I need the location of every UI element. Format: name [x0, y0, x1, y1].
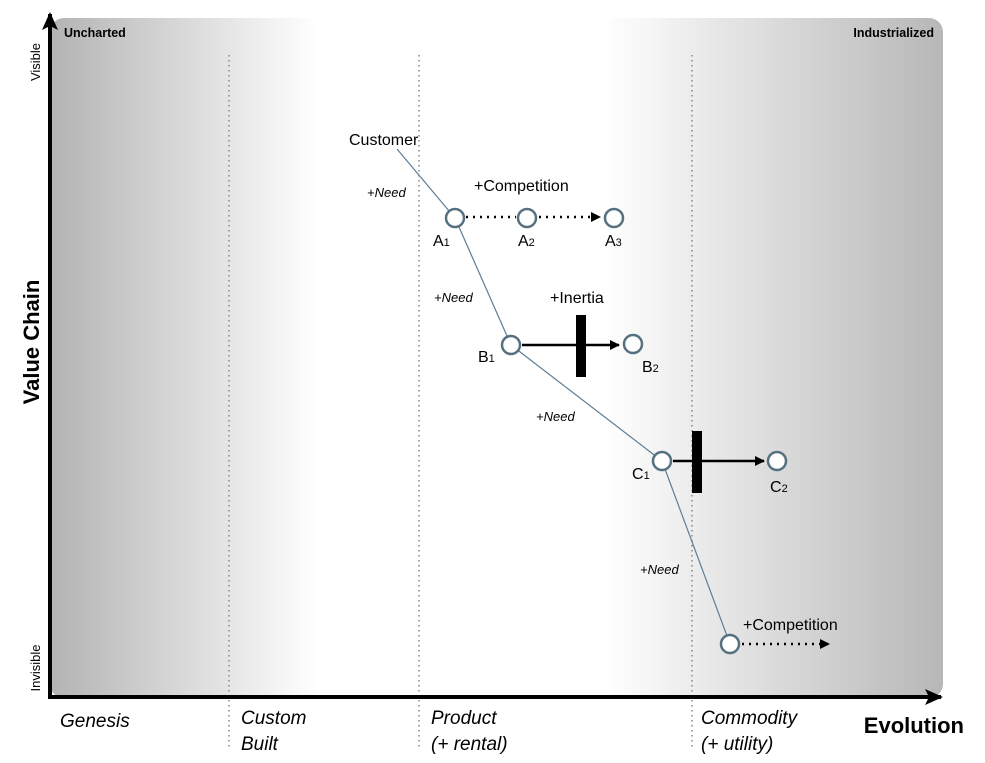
node-label-c1: C1 — [632, 466, 650, 483]
industrialized-label: Industrialized — [853, 26, 934, 40]
link-b1-c1 — [510, 344, 663, 462]
node-a1 — [444, 207, 466, 229]
node-label-b1: B1 — [478, 349, 495, 366]
competition-label-top: +Competition — [474, 178, 569, 195]
link-a1-b1 — [454, 217, 512, 346]
stage-custom-line2: Built — [241, 734, 279, 755]
node-label-a3: A3 — [605, 233, 622, 250]
need-label-3: +Need — [536, 409, 575, 424]
invisible-label: Invisible — [28, 645, 43, 692]
node-b1 — [500, 334, 522, 356]
inertia-bar-c — [692, 431, 702, 493]
visible-label: Visible — [28, 43, 43, 81]
uncharted-label: Uncharted — [64, 26, 126, 40]
node-label-b2: B2 — [642, 359, 659, 376]
need-label-2: +Need — [434, 290, 473, 305]
node-label-c2: C2 — [770, 479, 788, 496]
map-background — [50, 18, 943, 698]
stage-custom-line1: Custom — [241, 708, 306, 729]
node-a2 — [516, 207, 538, 229]
inertia-bar-b — [576, 315, 586, 377]
node-c2 — [766, 450, 788, 472]
customer-label: Customer — [349, 132, 419, 149]
competition-label-bottom: +Competition — [743, 617, 838, 634]
need-label-4: +Need — [640, 562, 679, 577]
stage-genesis-line1: Genesis — [60, 711, 130, 732]
stage-commodity-line2: (+ utility) — [701, 734, 773, 755]
stage-product-line1: Product — [431, 708, 497, 729]
node-bottom — [719, 633, 741, 655]
inertia-label: +Inertia — [550, 290, 604, 307]
link-customer-a1 — [396, 148, 456, 219]
value-chain-label: Value Chain — [19, 280, 44, 405]
need-label-1: +Need — [367, 185, 406, 200]
node-label-a1: A1 — [433, 233, 450, 250]
stage-commodity-line1: Commodity — [701, 708, 799, 729]
evolution-label: Evolution — [864, 713, 964, 738]
node-a3 — [603, 207, 625, 229]
link-c1-bottom — [661, 460, 731, 645]
node-c1 — [651, 450, 673, 472]
node-label-a2: A2 — [518, 233, 535, 250]
node-b2 — [622, 333, 644, 355]
stage-product-line2: (+ rental) — [431, 734, 508, 755]
